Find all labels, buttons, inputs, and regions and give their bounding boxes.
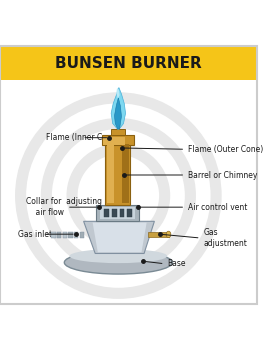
Bar [106, 143, 130, 205]
Text: Flame (Outer Cone): Flame (Outer Cone) [188, 145, 263, 154]
Ellipse shape [70, 249, 167, 263]
Text: Flame (Inner Cone): Flame (Inner Cone) [46, 133, 120, 142]
Bar [127, 209, 132, 217]
FancyBboxPatch shape [0, 46, 257, 80]
Bar [107, 144, 114, 203]
Bar [100, 207, 135, 219]
Bar [63, 232, 67, 238]
Bar [120, 209, 124, 217]
Text: Gas
adjustment: Gas adjustment [203, 228, 247, 248]
Bar [104, 209, 109, 217]
Polygon shape [111, 88, 126, 129]
Polygon shape [84, 221, 154, 253]
Ellipse shape [64, 251, 172, 274]
Bar [51, 232, 56, 238]
Bar [122, 144, 129, 203]
Text: BUNSEN BURNER: BUNSEN BURNER [55, 56, 202, 71]
Bar [80, 232, 84, 238]
Bar [148, 232, 169, 237]
Text: Barrel or Chimney: Barrel or Chimney [188, 170, 257, 180]
Bar [74, 232, 78, 238]
Bar [68, 232, 73, 238]
Bar [111, 129, 125, 135]
Bar [57, 232, 61, 238]
Bar [103, 137, 125, 145]
Polygon shape [114, 98, 122, 129]
Ellipse shape [166, 231, 171, 238]
Polygon shape [116, 88, 120, 98]
Text: Gas inlet: Gas inlet [18, 230, 52, 239]
Bar [112, 209, 117, 217]
Text: Air control vent: Air control vent [188, 203, 247, 212]
Text: Base: Base [167, 259, 186, 268]
Polygon shape [93, 223, 147, 252]
Bar [97, 205, 139, 221]
Bar [102, 135, 134, 145]
Text: Collar for  adjusting
    air flow: Collar for adjusting air flow [26, 197, 102, 217]
